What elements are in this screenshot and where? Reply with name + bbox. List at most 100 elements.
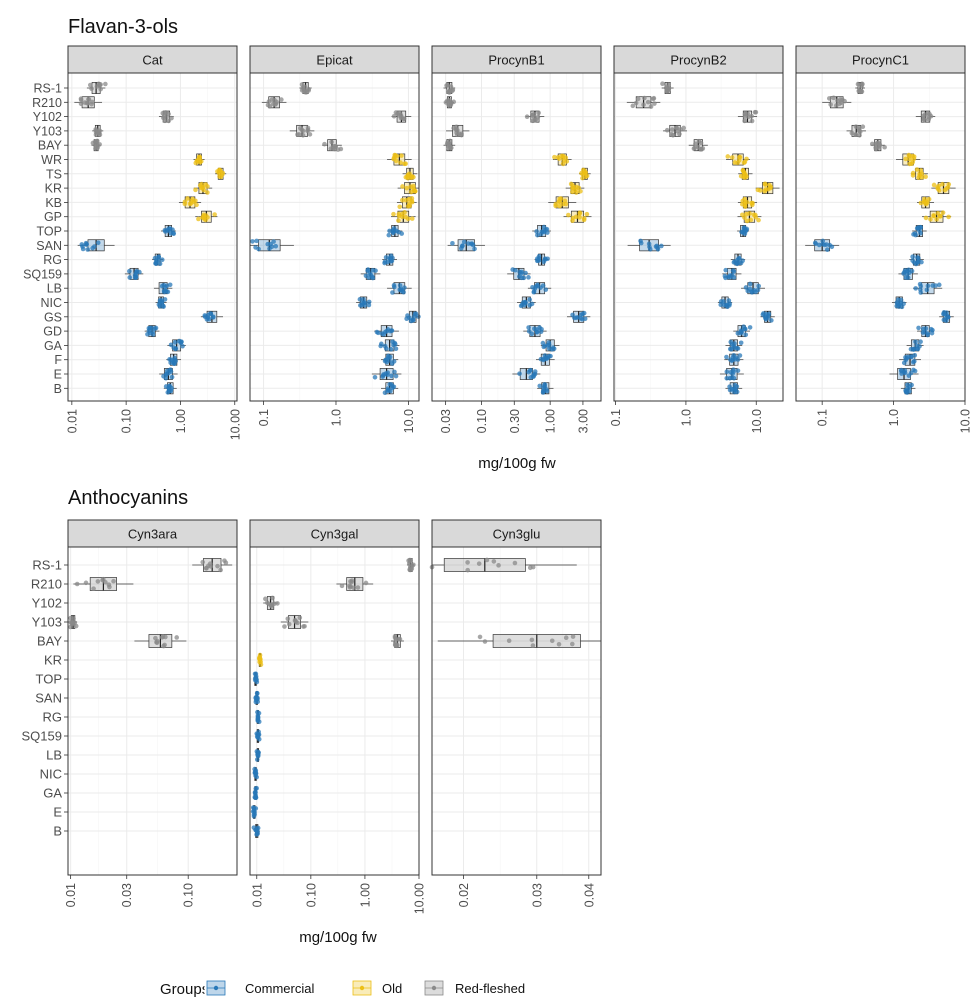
data-point [210, 315, 216, 320]
data-point [535, 232, 540, 238]
box-top [161, 225, 176, 237]
data-point [911, 154, 917, 159]
y-tick-label-gs: GS [44, 310, 62, 324]
data-point [393, 373, 399, 379]
data-point [908, 354, 914, 359]
data-point [753, 289, 758, 295]
data-point [903, 357, 909, 363]
data-point [903, 275, 909, 280]
data-point [737, 154, 742, 160]
data-point [521, 275, 527, 281]
data-point [447, 88, 453, 93]
data-point [924, 287, 930, 293]
box-b [380, 381, 399, 396]
box-san [250, 238, 294, 252]
data-point [255, 749, 261, 755]
data-point [167, 357, 172, 362]
data-point [724, 354, 729, 360]
data-point [931, 213, 937, 219]
data-point [392, 369, 397, 375]
data-point [378, 343, 384, 349]
y-tick-label-san: SAN [36, 239, 62, 253]
data-point [68, 619, 74, 625]
data-point [824, 242, 829, 247]
data-point [735, 160, 740, 166]
data-point [731, 260, 737, 265]
box-y102 [737, 109, 759, 124]
data-point [256, 246, 261, 252]
data-point [633, 100, 639, 106]
data-point [269, 97, 275, 102]
data-point [549, 638, 555, 644]
data-point [540, 283, 546, 288]
data-point [254, 785, 259, 791]
data-point [546, 353, 552, 359]
data-point [734, 389, 740, 395]
data-point [635, 96, 641, 102]
x-tick-label: 0.04 [582, 883, 596, 907]
data-point [923, 215, 929, 221]
data-point [391, 113, 397, 119]
box-gp [390, 210, 416, 223]
x-tick-label: 1.00 [544, 409, 558, 433]
data-point [738, 329, 744, 334]
box-r210 [626, 95, 661, 109]
box-san [627, 238, 671, 252]
box-y103 [663, 124, 687, 138]
data-point [560, 201, 566, 207]
data-point [580, 311, 585, 317]
data-point [906, 152, 912, 158]
box-gd [916, 325, 935, 338]
data-point [393, 346, 399, 352]
box-rg [534, 253, 550, 266]
data-point [253, 674, 259, 679]
box-e [512, 367, 541, 380]
data-point [820, 238, 826, 244]
box-b [900, 382, 916, 395]
panel-border [431, 546, 602, 876]
box-lb [913, 281, 943, 295]
data-point [910, 173, 916, 178]
data-point [919, 175, 925, 180]
box-rs-1 [429, 557, 577, 573]
data-point [902, 269, 907, 275]
data-point [400, 184, 405, 189]
data-point [200, 559, 206, 565]
legend-label-commercial: Commercial [245, 981, 314, 996]
data-point [396, 211, 402, 217]
data-point [903, 156, 909, 162]
data-point [747, 211, 752, 216]
data-point [270, 595, 275, 601]
data-point [381, 332, 387, 337]
data-point [97, 142, 102, 147]
data-point [512, 560, 518, 566]
data-point [87, 82, 93, 88]
box-top [911, 224, 927, 238]
box-san [805, 238, 840, 252]
data-point [406, 201, 412, 207]
x-tick-label: 0.10 [304, 883, 318, 907]
data-point [724, 302, 730, 308]
data-point [161, 288, 167, 294]
box-b [537, 382, 554, 395]
box-y102 [524, 110, 545, 124]
data-point [269, 604, 275, 609]
box-e [159, 367, 178, 381]
data-point [383, 255, 389, 260]
data-point [826, 96, 832, 101]
y-tick-label-y102: Y102 [32, 596, 62, 611]
panel-strip-label: ProcynC1 [852, 53, 909, 68]
box-kb [737, 196, 758, 209]
data-point [573, 184, 579, 190]
data-point [491, 559, 497, 564]
data-point [934, 216, 939, 222]
data-point [731, 343, 736, 349]
panel-background [432, 547, 601, 875]
legend-key-red-fleshed [424, 980, 444, 996]
data-point [909, 382, 914, 388]
data-point [207, 561, 213, 566]
box-gp [737, 210, 762, 224]
data-point [557, 196, 562, 202]
box-y103 [446, 124, 470, 138]
box-y102 [391, 110, 412, 123]
